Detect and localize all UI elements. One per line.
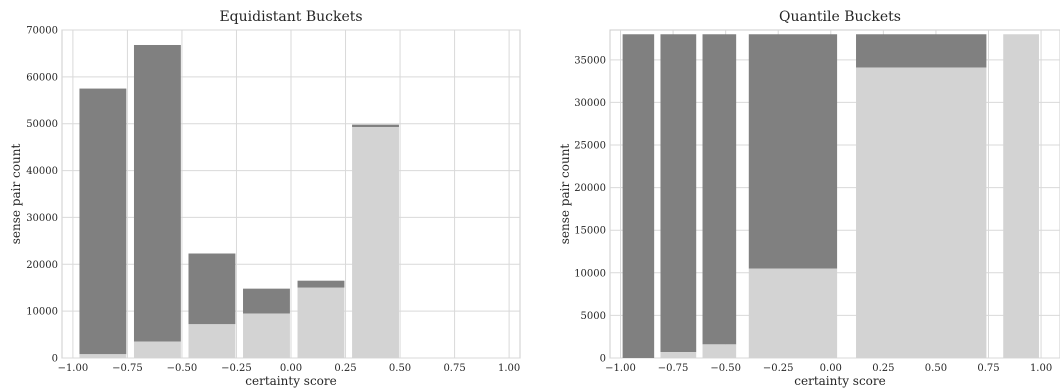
x-tick-label: 0.25 (334, 363, 356, 374)
y-axis-label: sense pair count (558, 144, 572, 245)
chart-title: Equidistant Buckets (219, 9, 362, 25)
x-tick-label: −0.50 (710, 363, 741, 374)
bar-light-segment (133, 341, 181, 358)
y-tick-label: 50000 (26, 119, 58, 130)
y-tick-label: 15000 (574, 226, 606, 237)
x-tick-label: −0.75 (658, 363, 689, 374)
x-tick-label: −0.50 (167, 363, 198, 374)
bar-dark-segment (79, 88, 127, 355)
y-tick-label: 0 (600, 354, 606, 365)
bar-light-segment (297, 287, 345, 358)
y-axis-label: sense pair count (9, 144, 23, 245)
bar-light-segment (79, 354, 127, 358)
y-tick-label: 10000 (574, 268, 606, 279)
y-tick-label: 20000 (26, 260, 58, 271)
y-tick-label: 0 (52, 354, 58, 365)
y-tick-label: 60000 (26, 72, 58, 83)
bar-light-segment (748, 268, 838, 358)
x-axis-label: certainty score (245, 374, 336, 388)
y-tick-label: 30000 (26, 213, 58, 224)
bar-dark-segment (243, 288, 290, 314)
y-tick-label: 40000 (26, 166, 58, 177)
x-tick-label: −0.25 (221, 363, 252, 374)
x-tick-label: 0.50 (389, 363, 411, 374)
x-tick-label: 1.00 (1030, 363, 1052, 374)
bar-dark-segment (188, 253, 236, 325)
x-tick-label: −0.25 (763, 363, 794, 374)
x-tick-label: 0.25 (872, 363, 894, 374)
bar-light-segment (1003, 34, 1039, 359)
y-tick-label: 20000 (574, 183, 606, 194)
x-tick-label: 0.00 (280, 363, 302, 374)
y-tick-label: 70000 (26, 26, 58, 37)
y-tick-label: 5000 (581, 311, 606, 322)
chart-title: Quantile Buckets (779, 9, 901, 25)
quantile-buckets-panel: 0 5000 10000 15000 20000 25000 30000 35000 −1.00… (558, 9, 1060, 388)
bar-dark-segment (133, 44, 181, 342)
x-tick-label: 0.75 (443, 363, 465, 374)
bar-light-segment (660, 352, 697, 358)
x-tick-label: −1.00 (58, 363, 89, 374)
bar-dark-segment (660, 34, 697, 353)
y-tick-label: 35000 (574, 55, 606, 66)
bar-light-segment (702, 344, 737, 358)
y-tick-label: 25000 (574, 141, 606, 152)
x-tick-label: 1.00 (498, 363, 520, 374)
bar-light-segment (352, 126, 399, 358)
x-tick-label: 0.75 (977, 363, 999, 374)
bar-light-segment (188, 324, 236, 358)
bar-dark-segment (748, 34, 838, 269)
x-tick-label: −1.00 (605, 363, 636, 374)
equidistant-buckets-panel: 0 10000 20000 30000 40000 50000 60000 70000 −1.0… (9, 9, 521, 388)
bar-dark-segment (297, 280, 345, 288)
bar-light-segment (243, 313, 290, 358)
x-tick-label: 0.00 (820, 363, 842, 374)
bar-dark-segment (352, 124, 399, 127)
x-tick-label: 0.50 (925, 363, 947, 374)
y-tick-label: 30000 (574, 98, 606, 109)
x-axis-label: certainty score (794, 374, 885, 388)
y-tick-label: 10000 (26, 307, 58, 318)
bar-light-segment (856, 67, 987, 358)
bar-dark-segment (702, 34, 737, 345)
bar-dark-segment (856, 34, 987, 68)
bar-dark-segment (622, 34, 655, 359)
x-tick-label: −0.75 (112, 363, 143, 374)
